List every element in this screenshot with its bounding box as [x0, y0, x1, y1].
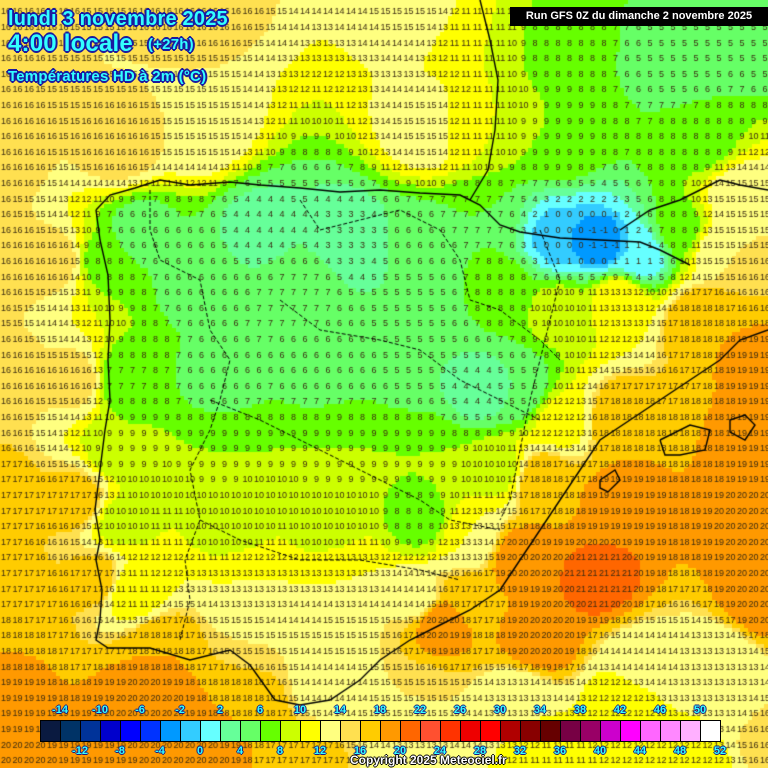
- legend-swatch: [461, 721, 481, 741]
- legend-label-bottom: 36: [553, 745, 567, 757]
- legend-swatch: [361, 721, 381, 741]
- copyright-notice: Copyright 2025 Meteociel.fr: [350, 753, 507, 767]
- legend-swatch: [201, 721, 221, 741]
- legend-swatch: [521, 721, 541, 741]
- legend-swatch: [421, 721, 441, 741]
- legend-label-top: 46: [653, 704, 667, 716]
- variable-title: Températures HD à 2m (°C): [8, 68, 207, 85]
- legend-label-bottom: -4: [155, 745, 165, 757]
- legend-label-top: -14: [52, 704, 68, 716]
- legend-label-bottom: 48: [673, 745, 687, 757]
- legend-swatch: [601, 721, 621, 741]
- legend-swatch: [141, 721, 161, 741]
- color-scale-legend: [40, 720, 721, 742]
- legend-label-bottom: 0: [196, 745, 204, 757]
- forecast-date: lundi 3 novembre 2025: [8, 8, 228, 30]
- forecast-offset: (+27h): [148, 36, 194, 53]
- legend-swatch: [321, 721, 341, 741]
- legend-label-bottom: 4: [236, 745, 244, 757]
- legend-swatch: [81, 721, 101, 741]
- legend-swatch: [501, 721, 521, 741]
- legend-label-top: 30: [493, 704, 507, 716]
- legend-label-bottom: -12: [72, 745, 88, 757]
- legend-swatch: [101, 721, 121, 741]
- legend-label-bottom: 16: [353, 745, 367, 757]
- legend-swatch: [381, 721, 401, 741]
- legend-swatch: [661, 721, 681, 741]
- legend-swatch: [121, 721, 141, 741]
- legend-label-bottom: 32: [513, 745, 527, 757]
- legend-label-bottom: 8: [276, 745, 284, 757]
- legend-label-top: 34: [533, 704, 547, 716]
- legend-label-bottom: 28: [473, 745, 487, 757]
- forecast-time: 4:00 locale: [8, 30, 133, 57]
- legend-swatch: [61, 721, 81, 741]
- model-run-banner: Run GFS 0Z du dimanche 2 novembre 2025: [510, 7, 768, 26]
- legend-swatch: [681, 721, 701, 741]
- legend-swatch: [541, 721, 561, 741]
- legend-swatch: [301, 721, 321, 741]
- legend-label-top: 26: [453, 704, 467, 716]
- legend-swatch: [581, 721, 601, 741]
- legend-swatch: [401, 721, 421, 741]
- legend-label-top: -10: [92, 704, 108, 716]
- legend-swatch: [241, 721, 261, 741]
- legend-swatch: [701, 721, 720, 741]
- legend-label-top: 10: [293, 704, 307, 716]
- legend-label-top: 42: [613, 704, 627, 716]
- legend-label-top: 22: [413, 704, 427, 716]
- legend-label-bottom: 12: [313, 745, 327, 757]
- legend-label-bottom: 40: [593, 745, 607, 757]
- legend-swatch: [341, 721, 361, 741]
- legend-swatch: [181, 721, 201, 741]
- legend-label-top: 50: [693, 704, 707, 716]
- legend-label-top: -2: [175, 704, 185, 716]
- legend-swatch: [261, 721, 281, 741]
- legend-label-bottom: 44: [633, 745, 647, 757]
- legend-label-top: 6: [256, 704, 264, 716]
- legend-label-bottom: 20: [393, 745, 407, 757]
- legend-label-top: 18: [373, 704, 387, 716]
- legend-swatch: [41, 721, 61, 741]
- legend-swatch: [281, 721, 301, 741]
- legend-swatch: [441, 721, 461, 741]
- legend-swatch: [221, 721, 241, 741]
- legend-label-top: 38: [573, 704, 587, 716]
- legend-swatch: [481, 721, 501, 741]
- legend-label-top: 2: [216, 704, 224, 716]
- legend-label-top: -6: [135, 704, 145, 716]
- legend-swatch: [161, 721, 181, 741]
- legend-label-bottom: -8: [115, 745, 125, 757]
- legend-label-bottom: 24: [433, 745, 447, 757]
- legend-label-bottom: 52: [713, 745, 727, 757]
- legend-swatch: [561, 721, 581, 741]
- legend-swatch: [621, 721, 641, 741]
- legend-label-top: 14: [333, 704, 347, 716]
- legend-swatch: [641, 721, 661, 741]
